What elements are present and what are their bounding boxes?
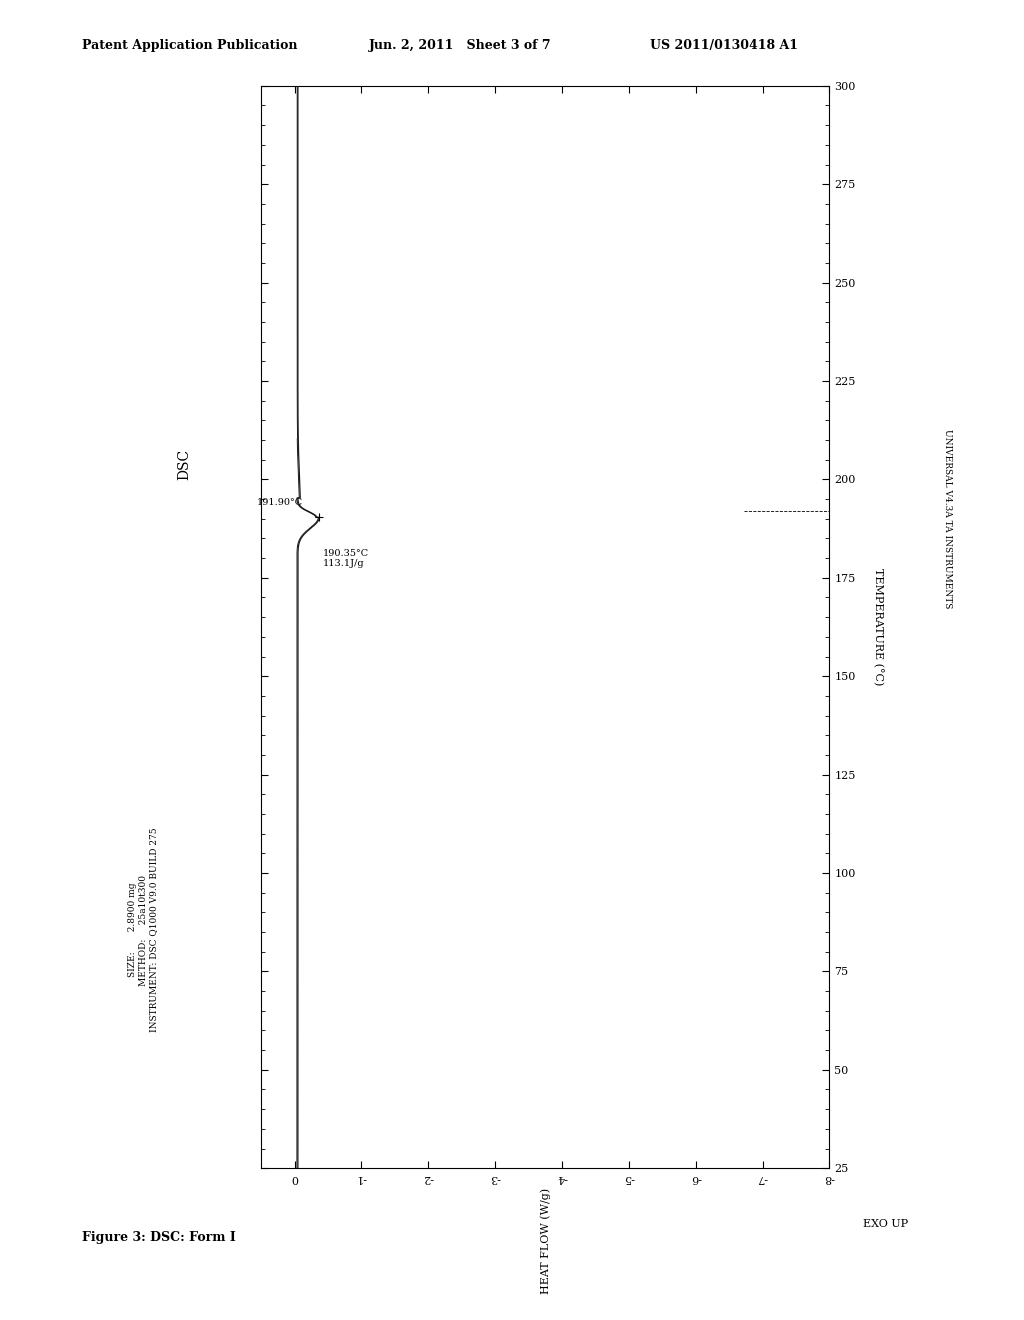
Text: EXO UP: EXO UP bbox=[863, 1218, 908, 1229]
Text: 191.90°C: 191.90°C bbox=[256, 499, 302, 507]
Text: DSC: DSC bbox=[177, 449, 191, 480]
Text: SIZE:       2.8900 mg
METHOD:     25a10t300
INSTRUMENT: DSC Q1000 V9.0 BUILD 275: SIZE: 2.8900 mg METHOD: 25a10t300 INSTRU… bbox=[128, 828, 159, 1032]
Text: HEAT FLOW (W/g): HEAT FLOW (W/g) bbox=[540, 1188, 551, 1294]
Text: UNIVERSAL V4.3A TA INSTRUMENTS: UNIVERSAL V4.3A TA INSTRUMENTS bbox=[943, 429, 951, 609]
Text: 190.35°C
113.1J/g: 190.35°C 113.1J/g bbox=[323, 549, 369, 569]
Text: US 2011/0130418 A1: US 2011/0130418 A1 bbox=[650, 38, 799, 51]
Text: Figure 3: DSC: Form I: Figure 3: DSC: Form I bbox=[82, 1230, 236, 1243]
Text: Patent Application Publication: Patent Application Publication bbox=[82, 38, 297, 51]
Y-axis label: TEMPERATURE (°C): TEMPERATURE (°C) bbox=[872, 569, 883, 685]
Text: Jun. 2, 2011   Sheet 3 of 7: Jun. 2, 2011 Sheet 3 of 7 bbox=[369, 38, 551, 51]
